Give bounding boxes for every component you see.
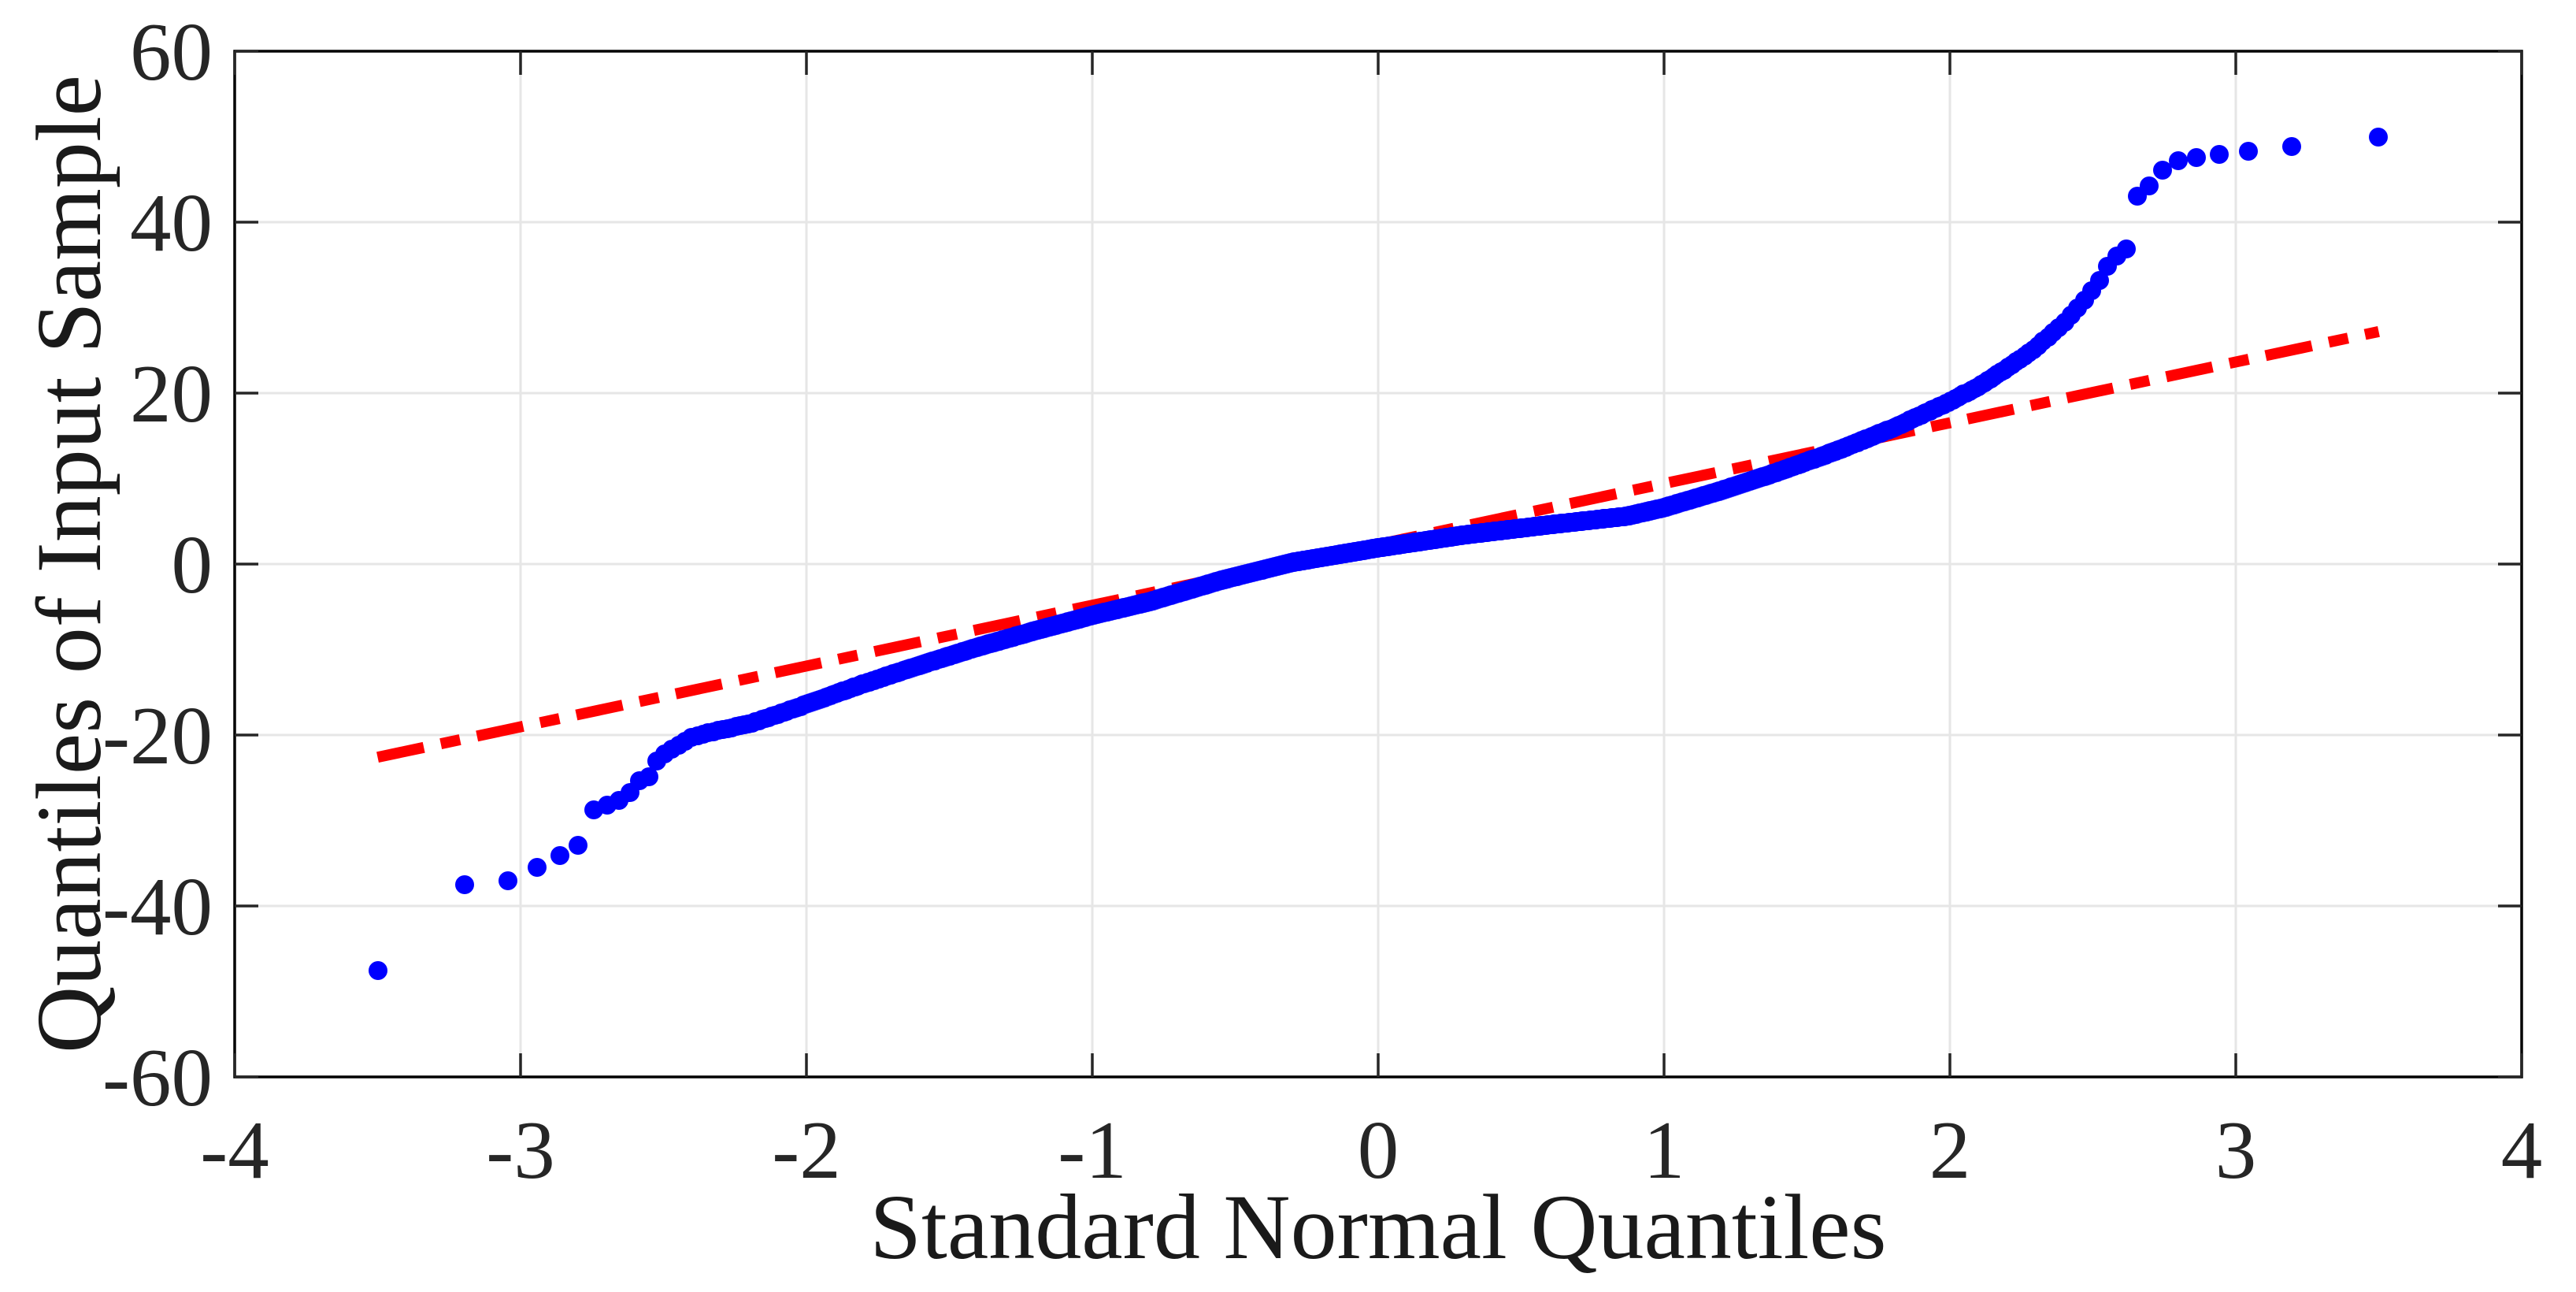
x-tick-label: -4 [200,1104,269,1196]
y-tick-label: 40 [130,176,213,269]
x-tick-label: 3 [2215,1104,2257,1196]
x-axis-label: Standard Normal Quantiles [869,1175,1887,1279]
y-tick-label: 60 [130,6,213,98]
y-tick-label: -40 [102,860,213,952]
y-tick-label: -60 [102,1031,213,1123]
x-tick-label: -2 [772,1104,840,1196]
y-tick-label: -20 [102,689,213,782]
x-tick-label: -1 [1058,1104,1126,1196]
x-tick-label: 0 [1358,1104,1399,1196]
x-tick-label: 1 [1644,1104,1685,1196]
y-tick-label: 0 [172,518,213,611]
x-tick-label: 2 [1929,1104,1971,1196]
y-axis-label: Quantiles of Input Sample [17,74,120,1054]
x-tick-label: -3 [486,1104,554,1196]
x-tick-label: 4 [2501,1104,2543,1196]
sample-points [369,128,2388,980]
y-tick-label: 20 [130,347,213,440]
